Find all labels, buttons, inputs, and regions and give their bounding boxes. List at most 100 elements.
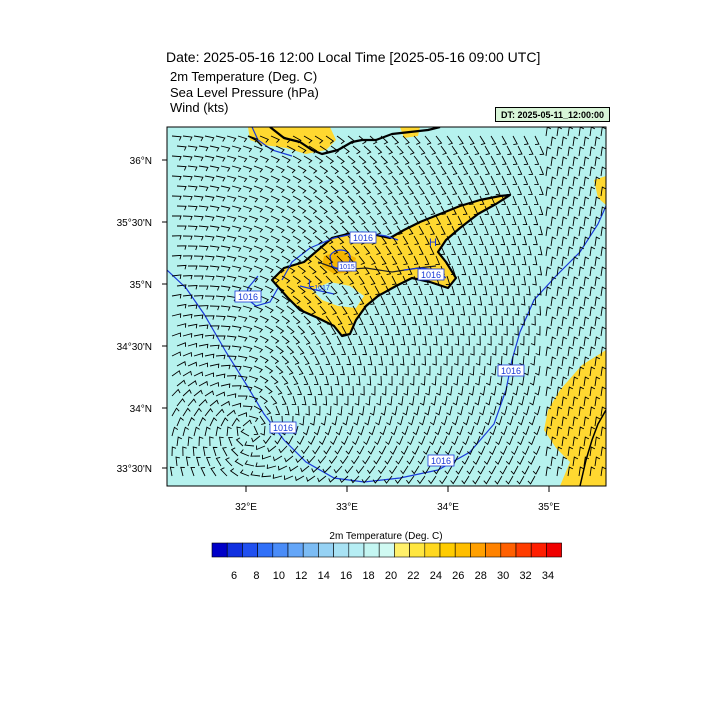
wind-barb (363, 435, 371, 446)
wind-barb (319, 365, 325, 376)
wind-barb (325, 255, 334, 265)
wind-barb (594, 396, 601, 407)
wind-barb (480, 345, 486, 356)
wind-barb (209, 363, 220, 369)
wind-barb (493, 305, 498, 316)
wind-barb (561, 176, 568, 187)
wind-barb (270, 315, 280, 324)
wind-barb (508, 335, 514, 346)
wind-barb (521, 275, 527, 286)
wind-barb (242, 365, 253, 372)
wind-barb (341, 205, 350, 215)
wind-barb (337, 405, 343, 416)
wind-barb (589, 226, 596, 237)
wind-barb (281, 255, 291, 264)
wind-barb (297, 245, 307, 254)
latitude-axis: 36°N 35°30'N 35°N 34°30'N 34°N 33°30'N (117, 156, 167, 475)
wind-barb (362, 345, 368, 356)
wind-barb (198, 417, 207, 427)
wind-barb (537, 265, 543, 276)
wind-barb (473, 415, 481, 426)
wind-barb (202, 446, 208, 457)
wind-barb (396, 285, 402, 296)
wind-barb (399, 355, 405, 366)
wind-barb (413, 275, 419, 286)
wind-barb (336, 275, 344, 285)
wind-barb (529, 375, 536, 386)
wind-barb (226, 275, 237, 282)
wind-barb (545, 326, 552, 337)
wind-barb (376, 395, 382, 406)
wind-barb (402, 295, 407, 306)
wind-barb (445, 295, 450, 306)
wind-barb (439, 475, 448, 485)
wind-barb (500, 255, 505, 266)
wind-barb (522, 425, 530, 436)
wind-barb (467, 425, 475, 436)
wind-barb (532, 275, 537, 286)
wind-barb (583, 196, 590, 207)
wind-barb (235, 437, 244, 447)
wind-barb (275, 165, 285, 174)
wind-barb (456, 425, 464, 436)
wind-barb (545, 366, 552, 377)
wind-barb (324, 425, 332, 436)
wind-barb (455, 315, 460, 326)
wind-barb (605, 462, 606, 466)
wind-barb (182, 215, 193, 221)
wind-barb (440, 205, 447, 216)
wind-barb (352, 205, 361, 215)
wind-barb (292, 335, 301, 345)
wind-barb (182, 155, 193, 161)
wind-barb (226, 426, 232, 437)
wind-barb (253, 405, 263, 414)
wind-barb (494, 455, 503, 465)
svg-text:1017: 1017 (314, 285, 330, 292)
east-edge-warm-patch (594, 176, 606, 205)
wind-barb (515, 285, 520, 296)
wind-barb (495, 205, 501, 216)
wind-barb (578, 426, 585, 437)
svg-text:1016: 1016 (238, 292, 258, 302)
wind-barb (388, 375, 393, 386)
wind-barb (237, 195, 248, 203)
wind-barb (589, 346, 596, 357)
wind-barb (486, 375, 492, 386)
wind-barb (275, 245, 285, 254)
wind-barb (292, 135, 302, 144)
wind-barb (315, 405, 321, 416)
wind-barb (400, 335, 406, 346)
wind-barb (255, 462, 266, 467)
wind-barb (231, 245, 242, 252)
wind-barb (461, 455, 470, 465)
wind-barb (466, 315, 471, 326)
wind-barb (171, 313, 182, 318)
wind-barb (281, 395, 287, 406)
wind-barb (289, 445, 299, 454)
wind-barb (561, 316, 568, 327)
wind-barb (427, 325, 433, 336)
map-title: Date: 2025-05-16 12:00 Local Time [2025-… (166, 49, 541, 65)
wind-barb (457, 195, 463, 206)
wind-barb (567, 326, 574, 337)
isobar-label: 1016 (234, 290, 262, 303)
colorbar-cell (515, 542, 532, 558)
wind-barb (198, 324, 209, 330)
wind-barb (231, 185, 242, 193)
lat-tick-label: 34°N (130, 404, 152, 415)
wind-barb (533, 445, 541, 456)
wind-barb (605, 442, 606, 446)
wind-barb (572, 376, 579, 387)
wind-barb (469, 365, 475, 376)
wind-barb (567, 366, 574, 377)
wind-barb (451, 415, 459, 426)
wind-barb (349, 385, 354, 396)
wind-barb (502, 345, 508, 356)
wind-barb (525, 325, 530, 336)
wind-barb (459, 325, 465, 336)
wind-barb (605, 162, 606, 166)
wind-barb (477, 295, 483, 306)
wind-barb (215, 275, 226, 281)
wind-barb (187, 436, 193, 447)
